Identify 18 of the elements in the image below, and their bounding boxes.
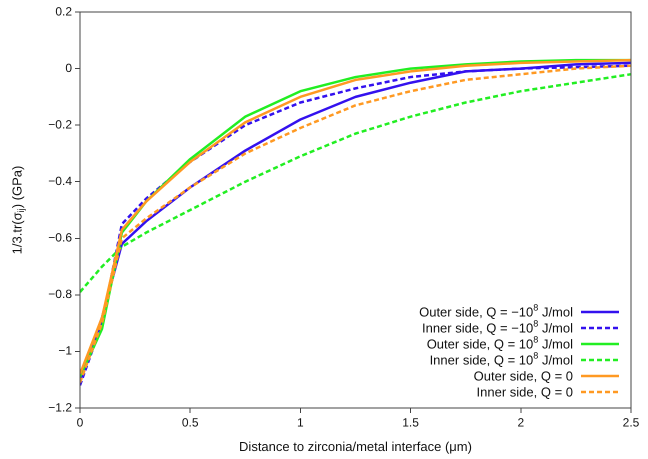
x-tick-label: 2 — [517, 416, 524, 430]
x-tick-label: 2.5 — [622, 416, 640, 430]
y-axis-title: 1/3.tr(σij) (GPa) — [10, 166, 26, 254]
x-tick-label: 0 — [76, 416, 84, 430]
y-tick-label: −0.6 — [48, 230, 72, 245]
y-tick-label: −1.2 — [48, 400, 72, 414]
legend-label: Inner side, Q = 0 — [476, 384, 574, 400]
legend-label: Outer side, Q = 0 — [474, 368, 574, 384]
y-tick-label: −0.4 — [48, 174, 72, 188]
x-tick-label: 1.5 — [402, 416, 420, 430]
x-tick-label: 0.5 — [182, 416, 199, 430]
x-tick-label: 1 — [297, 416, 304, 430]
x-axis-title: Distance to zirconia/metal interface (μm) — [239, 438, 472, 454]
y-tick-label: −1 — [58, 344, 72, 358]
y-tick-label: −0.8 — [48, 287, 72, 302]
y-tick-label: −0.2 — [48, 117, 72, 132]
y-tick-label: 0 — [65, 60, 72, 75]
y-tick-label: 0.2 — [55, 4, 72, 18]
